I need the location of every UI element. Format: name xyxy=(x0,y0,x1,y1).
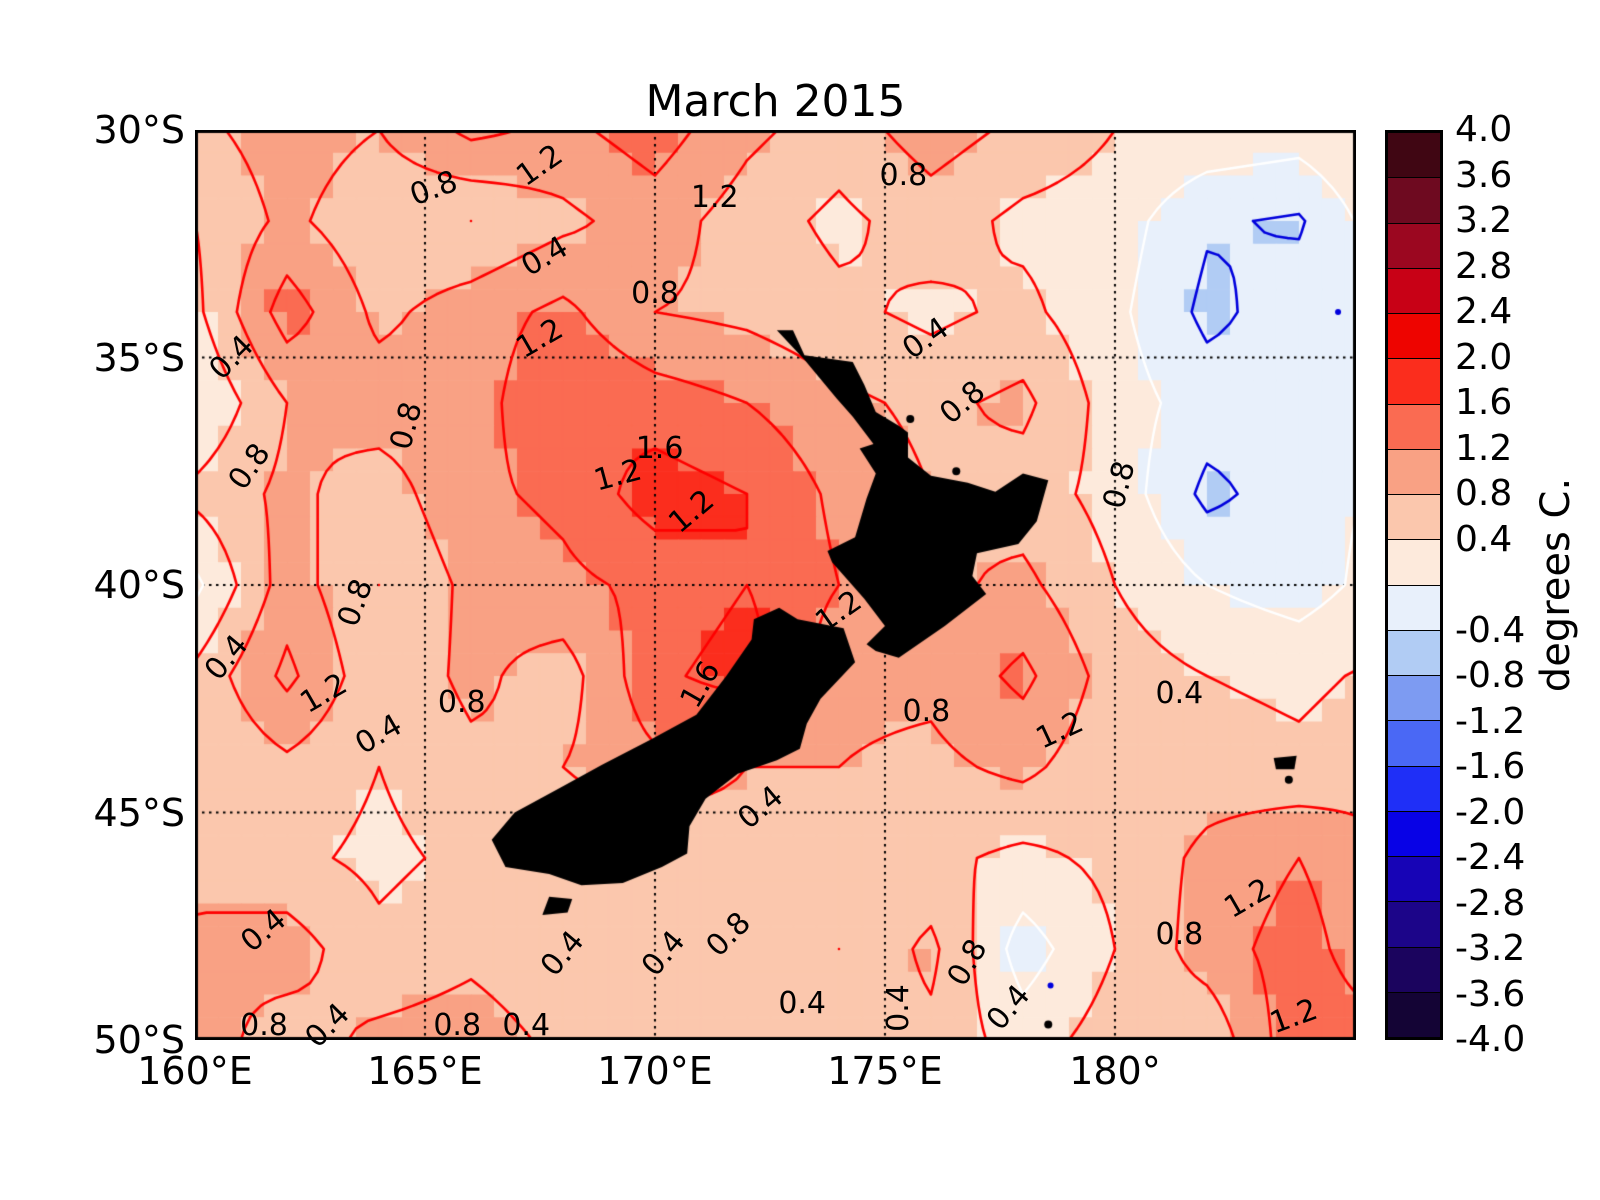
colorbar-segment xyxy=(1388,223,1440,269)
colorbar-tick-label: 3.6 xyxy=(1455,154,1513,196)
colorbar-tick-label: -0.8 xyxy=(1455,655,1526,696)
contour-label: 0.4 xyxy=(778,985,827,1021)
contour-label: 0.4 xyxy=(880,984,916,1032)
colorbar-segment xyxy=(1388,947,1440,993)
colorbar-tick-label: 0.4 xyxy=(1455,518,1513,560)
colorbar xyxy=(1385,130,1443,1040)
colorbar-segment xyxy=(1388,992,1440,1037)
colorbar-segment xyxy=(1388,857,1440,903)
y-axis-tick-label: 50°S xyxy=(93,1018,185,1062)
x-axis-tick-label: 170°E xyxy=(597,1049,713,1093)
contour-label: 0.8 xyxy=(902,694,951,730)
contour-label: 1.2 xyxy=(690,180,739,216)
colorbar-tick-label: -1.2 xyxy=(1455,700,1526,742)
colorbar-segment xyxy=(1388,404,1440,450)
colorbar-tick-label: -4.0 xyxy=(1455,1019,1526,1060)
colorbar-tick-label: 3.2 xyxy=(1455,200,1513,241)
x-axis-tick-label: 180° xyxy=(1069,1049,1161,1093)
colorbar-segment xyxy=(1388,766,1440,812)
colorbar-tick-label: -3.2 xyxy=(1455,928,1526,969)
contour-label: 1.6 xyxy=(635,430,684,466)
contour-label: 0.8 xyxy=(879,157,928,193)
colorbar-segment xyxy=(1388,540,1440,586)
colorbar-segment xyxy=(1388,902,1440,948)
colorbar-tick-label: 4.0 xyxy=(1455,109,1513,150)
colorbar-segment xyxy=(1388,314,1440,360)
colorbar-tick-label: 2.8 xyxy=(1455,245,1513,287)
chart-title: March 2015 xyxy=(645,76,906,127)
contour-label: 0.8 xyxy=(631,275,679,311)
colorbar-tick-label: -1.6 xyxy=(1455,746,1526,787)
colorbar-segment xyxy=(1388,449,1440,495)
colorbar-tick-label: -2.0 xyxy=(1455,791,1526,833)
colorbar-tick-label: 2.4 xyxy=(1455,291,1513,332)
contour-label: 0.8 xyxy=(437,685,486,721)
colorbar-segment xyxy=(1388,178,1440,224)
colorbar-tick-label: 1.6 xyxy=(1455,382,1513,423)
map-plot-area: 1.2 0.8 1.2 0.8 0.4 0.8 1.2 0.4 0.4 0.8 0.8 0.8 1.6 1… xyxy=(195,130,1356,1055)
x-axis-tick-label: 160°E xyxy=(137,1049,253,1093)
colorbar-segment xyxy=(1388,676,1440,722)
colorbar-label: degrees C. xyxy=(1533,477,1579,693)
contour-label: 0.8 xyxy=(240,1008,288,1044)
colorbar-tick-label: -0.4 xyxy=(1455,609,1526,651)
y-axis-tick-label: 35°S xyxy=(93,335,185,380)
contour-label: 0.8 xyxy=(1155,917,1204,953)
y-axis-tick-label: 45°S xyxy=(93,790,185,835)
y-axis-tick-label: 30°S xyxy=(93,108,185,152)
contour-label: 0.4 xyxy=(1155,676,1204,712)
colorbar-tick-label: -3.6 xyxy=(1455,973,1526,1015)
contour-label: 0.4 xyxy=(502,1008,551,1044)
colorbar-segment xyxy=(1388,811,1440,857)
map-canvas xyxy=(195,130,1356,1040)
colorbar-segment xyxy=(1388,585,1440,631)
x-axis-tick-label: 165°E xyxy=(367,1049,483,1093)
colorbar-segment xyxy=(1388,495,1440,541)
colorbar-segment xyxy=(1388,721,1440,767)
colorbar-segment xyxy=(1388,133,1440,179)
colorbar-tick-label: -2.4 xyxy=(1455,837,1526,878)
colorbar-segment xyxy=(1388,630,1440,676)
colorbar-tick-label: 0.8 xyxy=(1455,473,1513,514)
x-axis-tick-label: 175°E xyxy=(827,1049,943,1093)
y-axis-tick-label: 40°S xyxy=(93,563,185,607)
colorbar-tick-label: -2.8 xyxy=(1455,882,1526,924)
colorbar-segment xyxy=(1388,359,1440,405)
contour-label: 0.8 xyxy=(433,1008,482,1044)
colorbar-tick-label: 1.2 xyxy=(1455,427,1513,469)
colorbar-tick-label: 2.0 xyxy=(1455,336,1513,378)
colorbar-segment xyxy=(1388,268,1440,314)
